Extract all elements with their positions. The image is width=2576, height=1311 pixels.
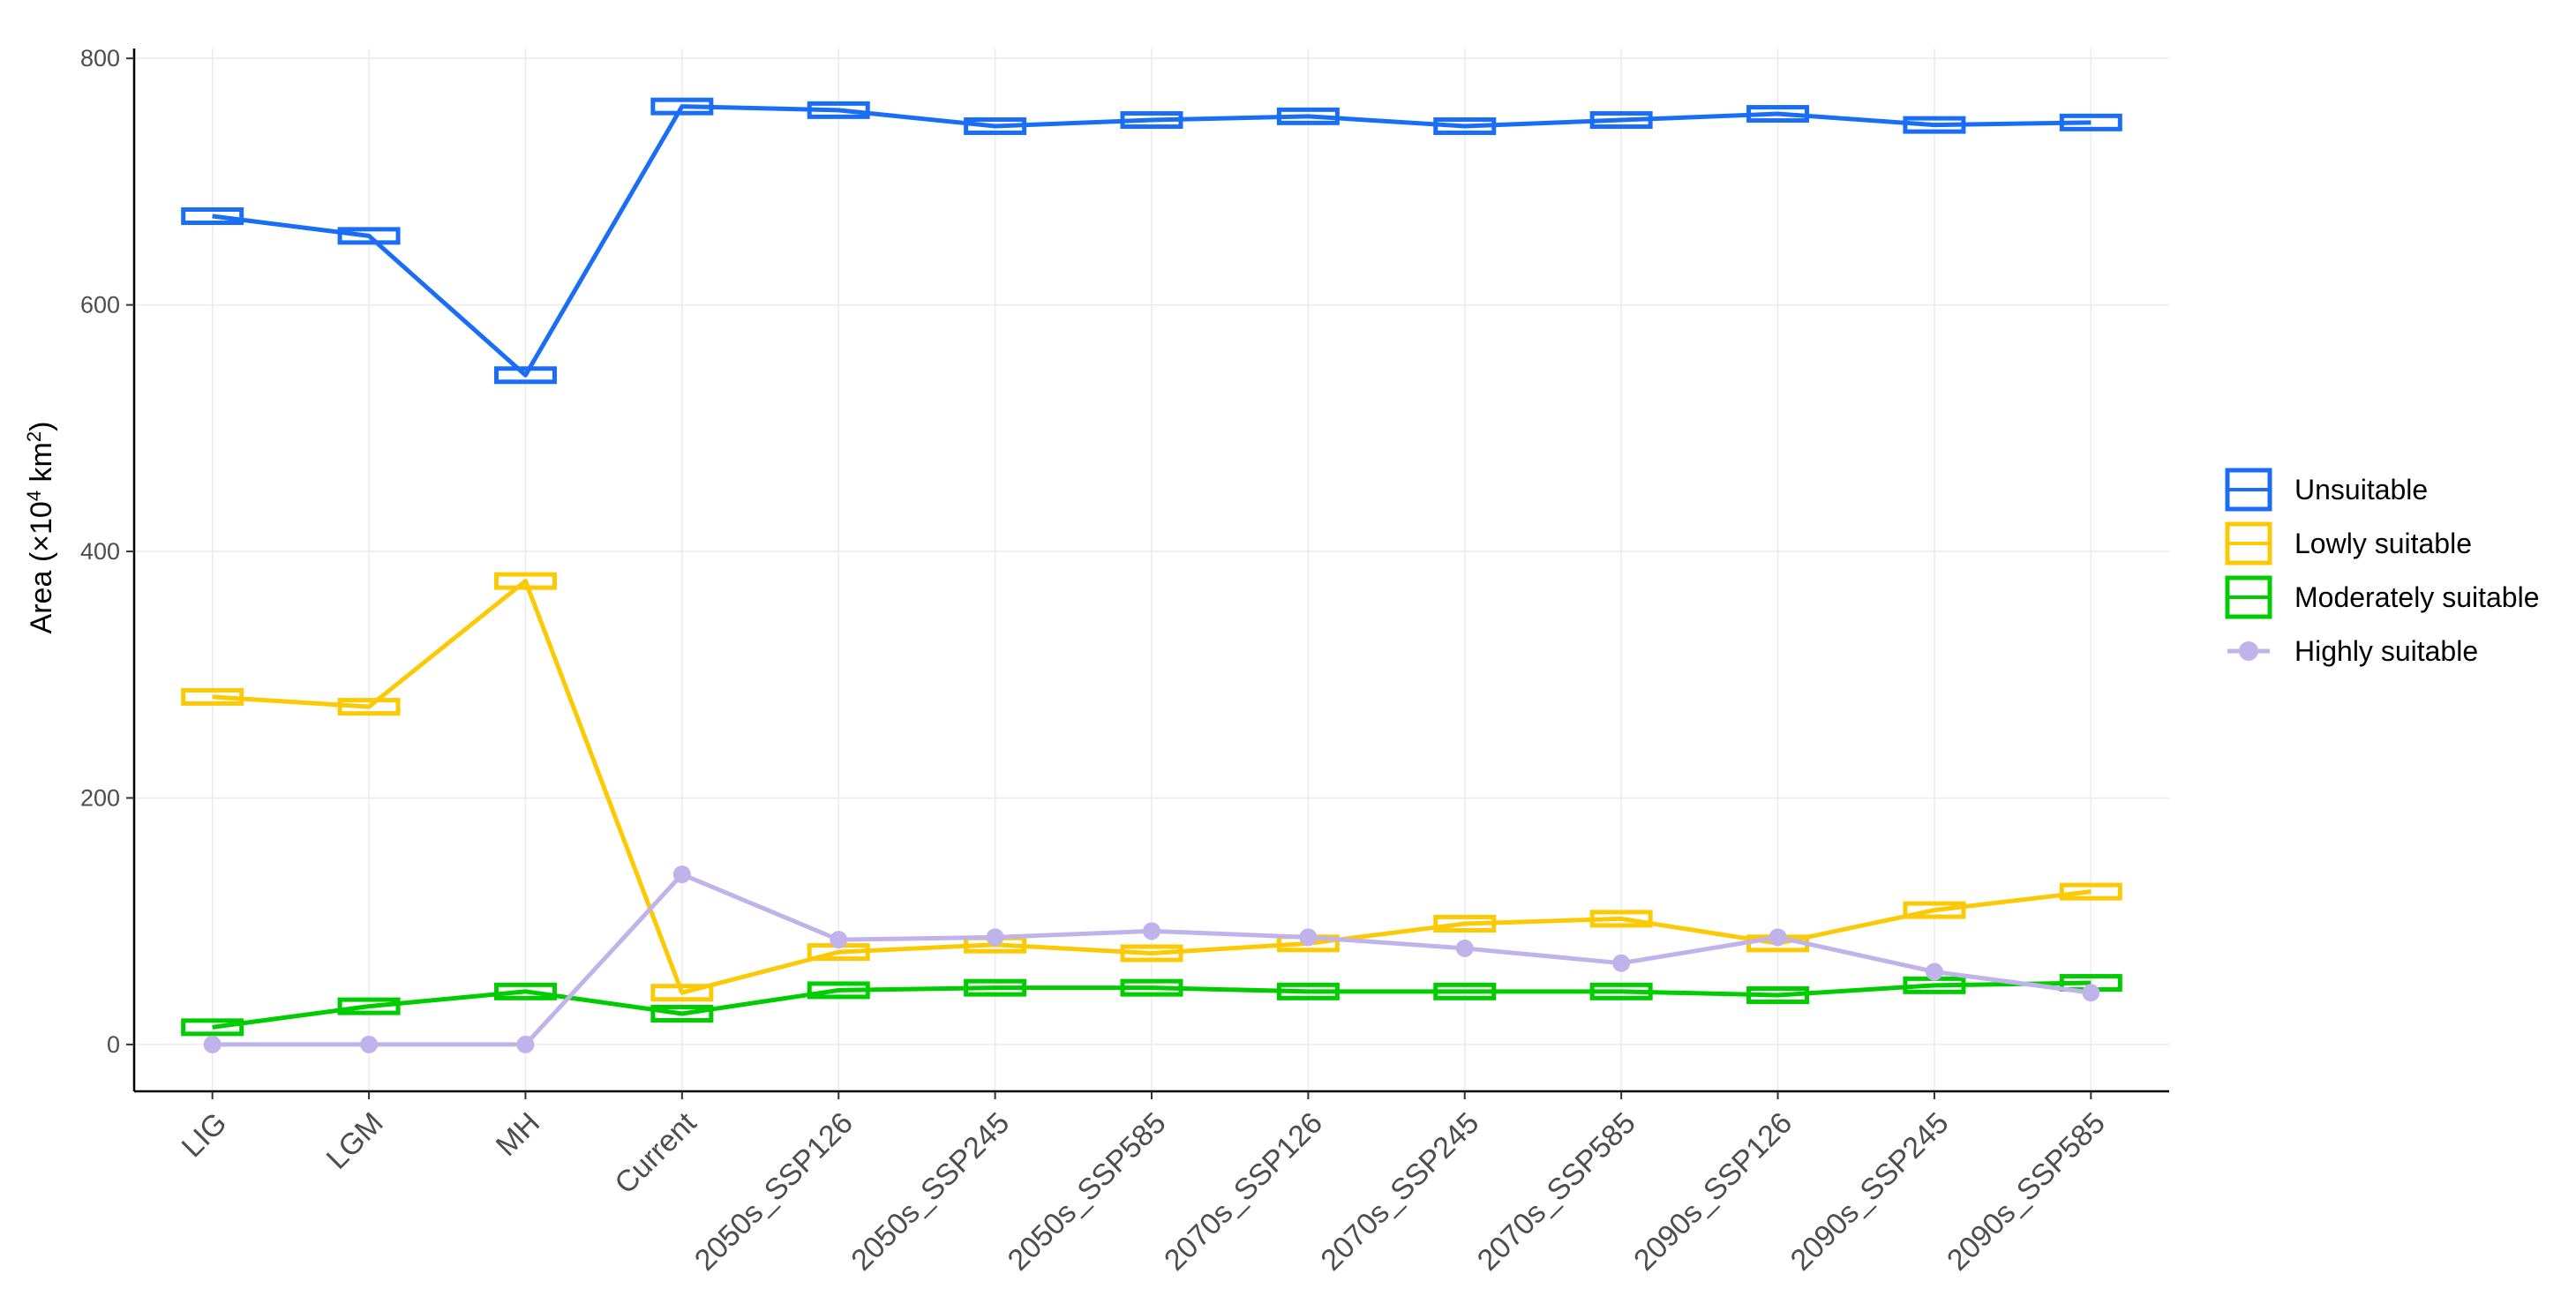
data-point xyxy=(1769,928,1787,947)
data-box xyxy=(1589,910,1653,928)
x-tick-label: 2090s_SSP245 xyxy=(1784,1106,1956,1277)
x-tick-label: 2070s_SSP126 xyxy=(1158,1106,1329,1277)
legend-label: Moderately suitable xyxy=(2294,581,2539,613)
y-axis-title: Area (×104 km2) xyxy=(23,422,58,634)
series-moderately-suitable xyxy=(181,974,2122,1037)
data-box xyxy=(650,984,714,1002)
data-box xyxy=(1433,117,1497,136)
y-tick-label: 200 xyxy=(80,784,120,811)
data-box xyxy=(1120,111,1183,130)
data-point xyxy=(1455,939,1474,957)
data-box xyxy=(1589,111,1653,130)
x-tick-label: 2050s_SSP126 xyxy=(688,1106,860,1277)
data-box xyxy=(964,117,1027,136)
data-point xyxy=(672,865,691,884)
series-line xyxy=(212,980,2092,1030)
series-unsuitable xyxy=(181,97,2122,385)
data-box xyxy=(2059,113,2122,131)
data-point xyxy=(2082,984,2100,1002)
y-tick-label: 400 xyxy=(80,538,120,565)
data-point xyxy=(1925,963,1943,981)
legend-item: Highly suitable xyxy=(2227,635,2478,667)
data-box xyxy=(1903,901,1966,919)
data-box xyxy=(1433,914,1497,933)
data-box xyxy=(181,1018,244,1037)
data-point xyxy=(1612,954,1631,972)
data-box xyxy=(493,982,557,1000)
data-box xyxy=(964,978,1027,997)
y-tick-label: 600 xyxy=(80,292,120,318)
legend-item: Moderately suitable xyxy=(2225,575,2539,619)
data-point xyxy=(1143,922,1160,940)
x-tick-label: 2050s_SSP585 xyxy=(1002,1106,1173,1277)
data-box xyxy=(2059,882,2122,901)
x-tick-label: 2070s_SSP245 xyxy=(1314,1106,1485,1277)
legend-label: Unsuitable xyxy=(2294,474,2428,506)
data-box xyxy=(493,572,557,590)
data-box xyxy=(650,97,714,116)
x-tick-label: LGM xyxy=(320,1106,390,1176)
legend: Unsuitable Lowly suitable Moderately suita… xyxy=(2225,468,2539,667)
data-point xyxy=(986,928,1004,947)
legend-item: Lowly suitable xyxy=(2225,521,2472,566)
data-box xyxy=(1276,107,1340,125)
x-tick-label: Current xyxy=(608,1105,702,1200)
data-box xyxy=(337,997,401,1015)
data-point xyxy=(203,1035,222,1053)
data-box xyxy=(181,687,244,706)
x-tick-label: 2050s_SSP245 xyxy=(845,1106,1016,1277)
data-box xyxy=(181,207,244,226)
x-tick-label: MH xyxy=(490,1106,546,1163)
data-box xyxy=(1746,105,1810,124)
x-tick-label: 2090s_SSP126 xyxy=(1627,1106,1799,1277)
data-box xyxy=(807,981,870,1000)
data-point xyxy=(830,931,848,949)
y-tick-label: 800 xyxy=(80,45,120,71)
data-box xyxy=(1589,982,1653,1000)
data-box xyxy=(1120,978,1183,997)
data-box xyxy=(337,698,401,716)
data-box xyxy=(1433,982,1497,1000)
data-box xyxy=(1903,116,1966,134)
data-box xyxy=(650,1004,714,1023)
legend-key-point xyxy=(2239,641,2258,661)
legend-label: Highly suitable xyxy=(2294,635,2478,667)
data-box xyxy=(337,227,401,245)
x-tick-label: 2090s_SSP585 xyxy=(1941,1106,2112,1277)
data-box xyxy=(1276,982,1340,1000)
data-point xyxy=(360,1035,379,1053)
x-tick-label: LIG xyxy=(176,1106,234,1165)
x-tick-label: 2070s_SSP585 xyxy=(1471,1106,1642,1277)
legend-label: Lowly suitable xyxy=(2294,528,2472,559)
y-tick-label: 0 xyxy=(107,1031,120,1058)
series-line xyxy=(212,104,2092,378)
data-box xyxy=(807,101,870,119)
series-highly-suitable xyxy=(203,865,2100,1053)
data-box xyxy=(493,366,557,385)
data-box xyxy=(1746,986,1810,1005)
plot-area xyxy=(181,97,2122,1053)
legend-item: Unsuitable xyxy=(2225,468,2428,512)
data-box xyxy=(1120,944,1183,963)
data-point xyxy=(1299,928,1318,947)
data-point xyxy=(516,1035,535,1053)
